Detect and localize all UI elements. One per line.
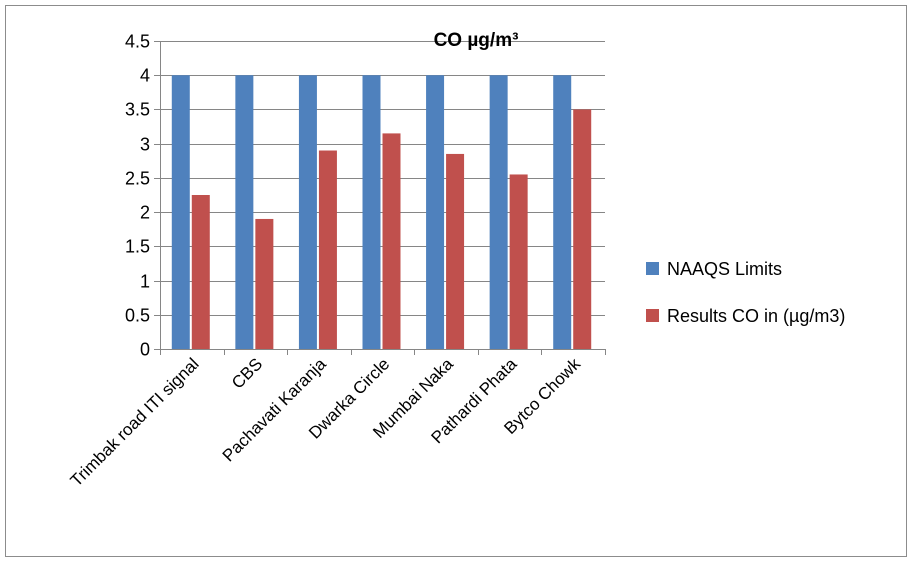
bar — [573, 109, 592, 349]
bar — [553, 75, 572, 349]
bar — [191, 195, 210, 349]
bars — [171, 75, 592, 349]
bar — [382, 133, 401, 349]
legend: NAAQS Limits Results CO in (µg/m3) — [646, 259, 845, 326]
legend-label: NAAQS Limits — [667, 259, 782, 279]
y-tick-label: 4 — [140, 66, 150, 86]
bar — [426, 75, 445, 349]
bar — [318, 150, 337, 349]
legend-label: Results CO in (µg/m3) — [667, 306, 845, 326]
bar — [446, 153, 465, 349]
y-tick-label: 1 — [140, 272, 150, 292]
bar — [509, 174, 528, 349]
bar — [235, 75, 254, 349]
y-tick-label: 4.5 — [125, 32, 150, 52]
y-tick-label: 2 — [140, 203, 150, 223]
bar — [489, 75, 508, 349]
y-tick-label: 0 — [140, 340, 150, 360]
bar — [171, 75, 190, 349]
bar — [298, 75, 317, 349]
y-tick-label: 1.5 — [125, 237, 150, 257]
x-tick-label: Trimbak road ITI signal — [67, 354, 203, 490]
bar — [362, 75, 381, 349]
bar — [255, 218, 274, 349]
legend-swatch — [646, 262, 659, 275]
y-tick-label: 3.5 — [125, 100, 150, 120]
x-tick-label: CBS — [228, 354, 266, 392]
y-tick-label: 2.5 — [125, 169, 150, 189]
chart-title: CO µg/m³ — [434, 30, 519, 51]
y-tick-label: 0.5 — [125, 306, 150, 326]
y-tick-label: 3 — [140, 135, 150, 155]
legend-swatch — [646, 309, 659, 322]
